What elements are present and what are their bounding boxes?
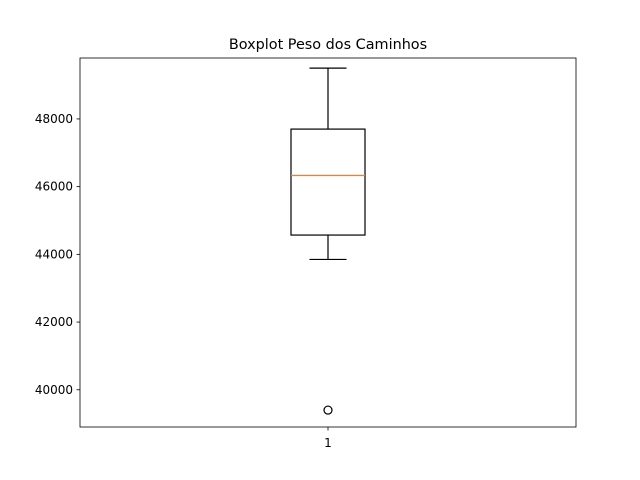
y-tick-label: 44000	[35, 247, 73, 261]
y-axis: 40000 42000 44000 46000 48000	[35, 112, 80, 397]
y-tick-label: 48000	[35, 112, 73, 126]
boxplot-series	[290, 67, 366, 415]
outlier-point	[323, 405, 333, 415]
chart-title: Boxplot Peso dos Caminhos	[229, 37, 427, 53]
x-axis: 1	[324, 427, 332, 450]
y-tick-label: 46000	[35, 180, 73, 194]
x-tick-label: 1	[324, 436, 332, 450]
y-tick-label: 42000	[35, 315, 73, 329]
interquartile-box	[290, 128, 366, 236]
y-tick-label: 40000	[35, 383, 73, 397]
